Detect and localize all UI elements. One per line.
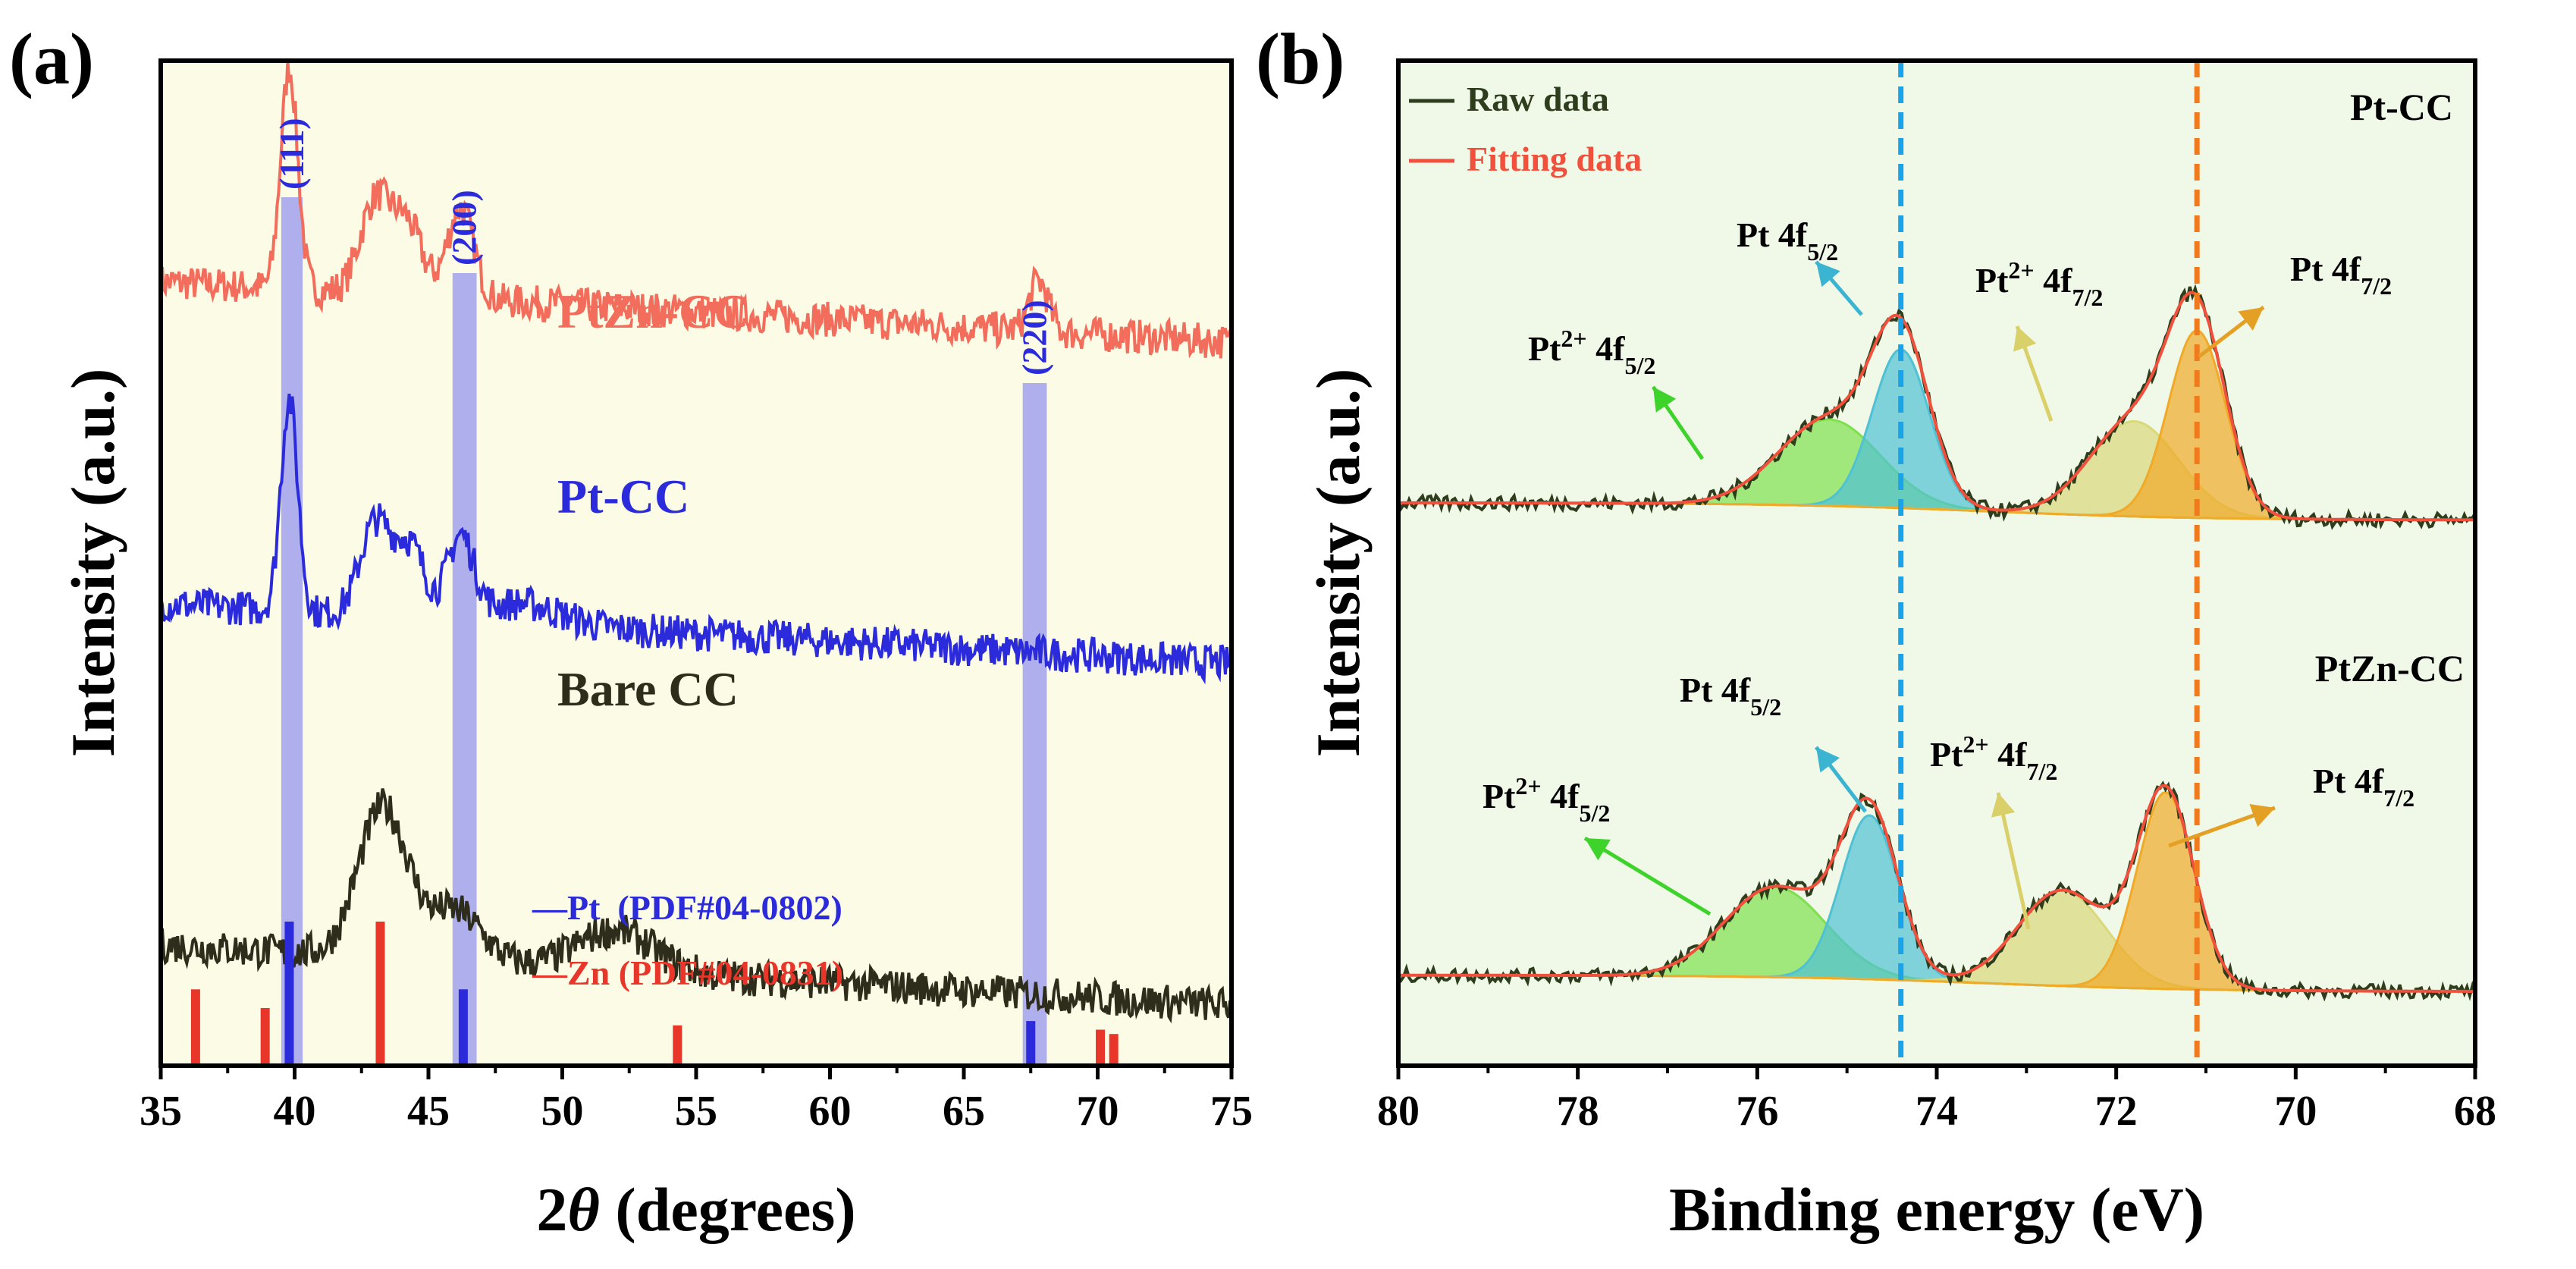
x-tick-label-b: 68 <box>2454 1088 2496 1135</box>
component-arrowhead <box>1816 262 1840 287</box>
reference-line-zn <box>1096 1029 1106 1066</box>
reference-line-zn <box>190 989 200 1066</box>
x-axis-a-title: 2θ (degrees) <box>536 1175 855 1244</box>
series-line-pt-cc <box>159 394 1233 685</box>
component-label: Pt 4f7/2 <box>2313 762 2414 812</box>
component-arrowhead <box>1991 793 2016 818</box>
x-tick-label-a: 65 <box>943 1088 985 1135</box>
plot-b-background <box>1398 61 2475 1066</box>
legend-raw-label: Raw data <box>1467 80 1609 118</box>
component-label: Pt2+ 4f7/2 <box>1930 730 2057 785</box>
reference-line-zn <box>375 922 385 1066</box>
x-tick-label-a: 70 <box>1077 1088 1119 1135</box>
component-arrowhead <box>1816 747 1840 773</box>
component-arrowhead <box>2249 804 2275 828</box>
ref-legend-zn: —Zn (PDF#04-0831) <box>532 953 843 992</box>
component-label: Pt2+ 4f5/2 <box>1483 772 1610 827</box>
component-arrowhead <box>1653 387 1677 413</box>
series-line-bare-cc <box>159 788 1233 1024</box>
reference-line-pt <box>458 989 468 1066</box>
plot-a-background <box>161 61 1232 1066</box>
component-arrow <box>1996 792 2031 930</box>
fitting-data-line <box>1398 784 2475 993</box>
component-label: Pt 4f7/2 <box>2290 250 2392 300</box>
x-tick-label-a: 35 <box>140 1088 182 1135</box>
panel-a-label: (a) <box>9 18 94 99</box>
x-tick-label-b: 76 <box>1736 1088 1778 1135</box>
x-tick-label-a: 75 <box>1210 1088 1253 1135</box>
x-tick-label-b: 80 <box>1377 1088 1420 1135</box>
highlight-label: (111) <box>272 118 311 190</box>
highlight-label: (200) <box>445 190 484 265</box>
component-label: Pt2+ 4f5/2 <box>1528 325 1655 379</box>
component-label: Pt 4f5/2 <box>1737 215 1838 265</box>
subpanel-pt-cc-label: Pt-CC <box>2350 86 2453 128</box>
x-axis-a: 35 40 45 50 55 60 65 70 75 <box>140 1066 1253 1135</box>
series-labels: PtZn-CC Pt-CC Bare CC <box>557 284 748 716</box>
component-label: Pt 4f5/2 <box>1680 671 1781 721</box>
x-tick-label-a: 50 <box>541 1088 584 1135</box>
component-arrowhead <box>1585 838 1611 861</box>
component-arrowhead <box>2013 326 2037 352</box>
reference-line-pt <box>284 922 294 1066</box>
x-tick-label-a: 45 <box>407 1088 450 1135</box>
panel-b-label: (b) <box>1256 18 1344 99</box>
fit-component <box>1398 790 2475 993</box>
reference-lines <box>190 922 1119 1066</box>
highlight-labels: (111) (200) (220) <box>272 118 1054 375</box>
ref-legend-pt: —Pt (PDF#04-0802) <box>532 888 842 927</box>
series-label: Pt-CC <box>557 470 689 523</box>
fit-component <box>1398 329 2475 521</box>
component-arrow <box>1583 836 1712 916</box>
x-tick-label-a: 60 <box>809 1088 852 1135</box>
x-tick-label-b: 70 <box>2274 1088 2317 1135</box>
reference-line-pt <box>1026 1021 1036 1066</box>
series-line-ptzn-cc <box>159 60 1233 359</box>
series-label: Bare CC <box>557 662 739 716</box>
component-labels: Pt2+ 4f5/2 Pt 4f5/2 Pt2+ 4f7/2 Pt 4f7/2 Pt2+… <box>1483 215 2414 930</box>
component-label: Pt2+ 4f7/2 <box>1975 256 2103 311</box>
legend-fit-label: Fitting data <box>1467 140 1642 178</box>
reference-line-zn <box>1109 1034 1119 1066</box>
x-tick-label-a: 40 <box>274 1088 316 1135</box>
highlight-band <box>281 197 303 1066</box>
reference-dashed-lines <box>1898 61 2200 1066</box>
series-label: PtZn-CC <box>557 284 748 338</box>
component-arrowhead <box>2238 307 2264 331</box>
x-tick-label-b: 72 <box>2095 1088 2138 1135</box>
reference-line-zn <box>260 1008 270 1066</box>
subpanel-ptzn-cc-label: PtZn-CC <box>2315 647 2465 689</box>
highlight-label: (220) <box>1015 300 1054 375</box>
x-axis-b: 80 78 76 74 72 70 68 <box>1377 1066 2496 1135</box>
x-tick-label-b: 78 <box>1557 1088 1599 1135</box>
x-tick-label-a: 55 <box>675 1088 717 1135</box>
fitting-data-line <box>1398 291 2475 522</box>
plane-highlights <box>281 197 1047 1066</box>
x-tick-label-b: 74 <box>1916 1088 1958 1135</box>
reference-line-zn <box>673 1025 682 1066</box>
xps-fits <box>1397 284 2477 1002</box>
highlight-band <box>1022 383 1047 1066</box>
y-axis-a-title: Intensity (a.u.) <box>58 369 127 758</box>
xrd-series <box>159 60 1233 1024</box>
highlight-band <box>452 273 477 1066</box>
x-axis-b-title: Binding energy (eV) <box>1669 1175 2204 1244</box>
panel-a: 35 40 45 50 55 60 65 70 75 PtZn-CC Pt-CC Bare CC (… <box>9 18 1253 1244</box>
y-axis-b-title: Intensity (a.u.) <box>1304 369 1373 758</box>
